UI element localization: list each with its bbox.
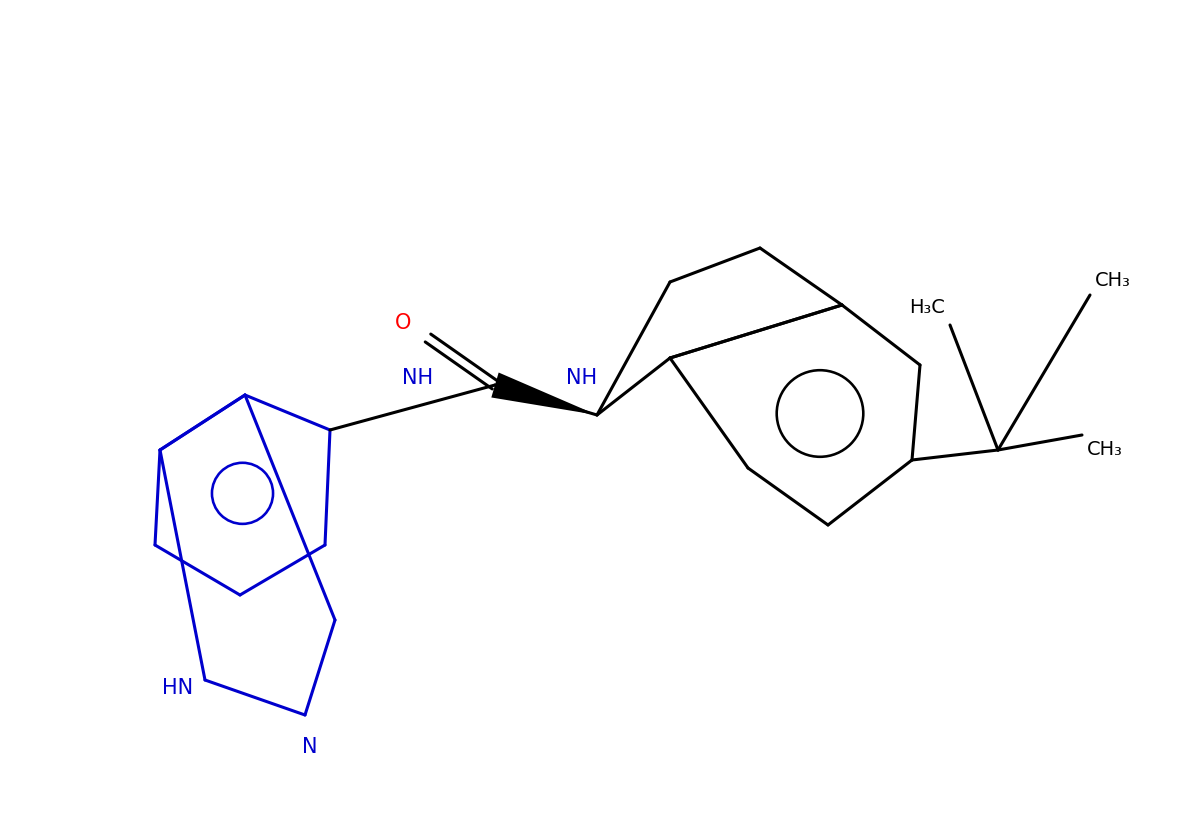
Text: NH: NH (566, 368, 597, 388)
Polygon shape (492, 373, 597, 415)
Polygon shape (495, 385, 597, 415)
Text: HN: HN (162, 678, 193, 698)
Text: CH₃: CH₃ (1087, 440, 1123, 459)
Text: CH₃: CH₃ (1095, 271, 1131, 290)
Text: O: O (394, 313, 411, 333)
Text: NH: NH (401, 368, 434, 387)
Text: N: N (303, 737, 318, 757)
Text: H₃C: H₃C (909, 298, 944, 317)
